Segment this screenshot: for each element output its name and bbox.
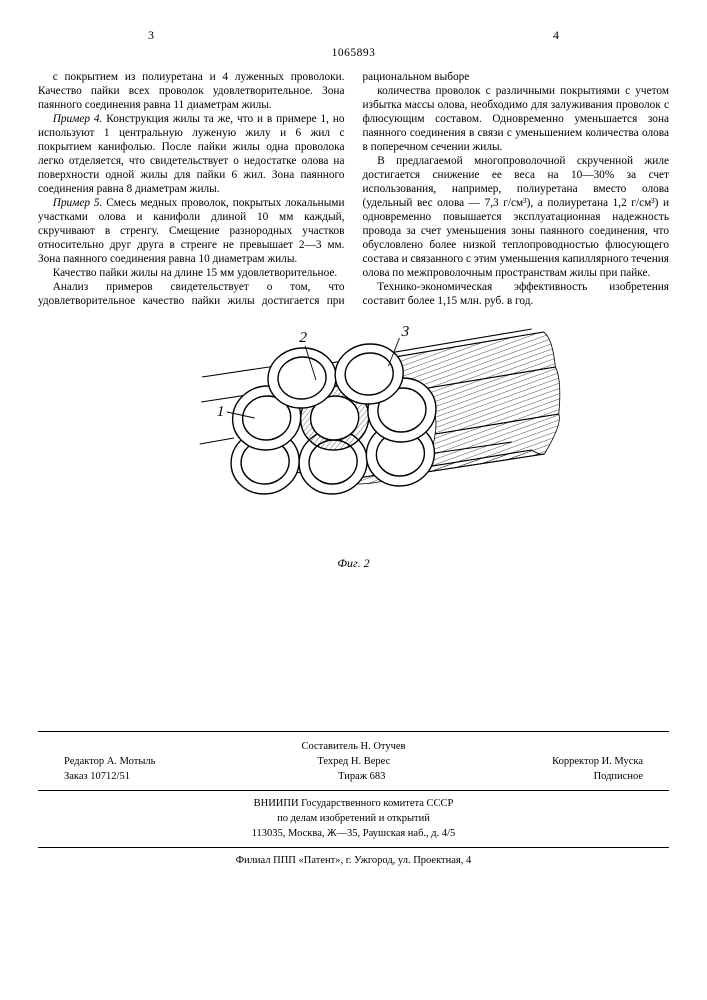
footer-row: Редактор А. Мотыль Техред Н. Верес Корре… bbox=[38, 755, 669, 770]
text-columns: с покрытием из полиуретана и 4 луженных … bbox=[38, 70, 669, 308]
footer-podpisnoe: Подписное bbox=[594, 770, 643, 785]
divider bbox=[38, 847, 669, 848]
footer: Составитель Н. Отучев Редактор А. Мотыль… bbox=[38, 740, 669, 869]
page-number-row: 3 4 bbox=[38, 28, 669, 44]
footer-org: по делам изобретений и открытий bbox=[38, 812, 669, 827]
footer-row: Заказ 10712/51 Тираж 683 Подписное bbox=[38, 770, 669, 785]
footer-order: Заказ 10712/51 bbox=[64, 770, 130, 785]
document-number: 1065893 bbox=[38, 46, 669, 60]
divider bbox=[38, 731, 669, 732]
page-num-left: 3 bbox=[148, 28, 154, 43]
page-num-right: 4 bbox=[553, 28, 559, 43]
footer-tirazh: Тираж 683 bbox=[338, 770, 385, 785]
paragraph: Пример 5. Смесь медных проволок, покрыты… bbox=[38, 196, 345, 266]
figure-label-1: 1 bbox=[216, 404, 224, 420]
divider bbox=[38, 790, 669, 791]
figure-caption: Фиг. 2 bbox=[38, 556, 669, 571]
footer-compiler: Составитель Н. Отучев bbox=[38, 740, 669, 755]
figure-label-2: 2 bbox=[299, 330, 308, 346]
paragraph: количества проволок с различными покрыти… bbox=[363, 84, 670, 154]
footer-org: ВНИИПИ Государственного комитета СССР bbox=[38, 797, 669, 812]
footer-corrector: Корректор И. Муска bbox=[552, 755, 643, 770]
paragraph: В предлагаемой многопроволочной скрученн… bbox=[363, 154, 670, 280]
footer-tech: Техред Н. Верес bbox=[317, 755, 390, 770]
paragraph: с покрытием из полиуретана и 4 луженных … bbox=[38, 70, 345, 112]
paragraph: Пример 4. Конструкция жилы та же, что и … bbox=[38, 112, 345, 196]
paragraph: Качество пайки жилы на длине 15 мм удовл… bbox=[38, 266, 345, 280]
figure-svg: 1 2 3 bbox=[144, 322, 564, 552]
page: 3 4 1065893 с покрытием из полиуретана и… bbox=[0, 0, 707, 1000]
figure: 1 2 3 Фиг. 2 bbox=[38, 322, 669, 571]
figure-label-3: 3 bbox=[400, 324, 409, 340]
example-label: Пример 5. bbox=[53, 197, 103, 209]
footer-address: 113035, Москва, Ж—35, Раушская наб., д. … bbox=[38, 827, 669, 842]
paragraph-text: Конструкция жилы та же, что и в примере … bbox=[38, 113, 345, 195]
footer-branch: Филиал ППП «Патент», г. Ужгород, ул. Про… bbox=[38, 854, 669, 869]
paragraph: Технико-экономическая эффективность изоб… bbox=[363, 280, 670, 308]
example-label: Пример 4. bbox=[53, 113, 103, 125]
footer-editor: Редактор А. Мотыль bbox=[64, 755, 155, 770]
